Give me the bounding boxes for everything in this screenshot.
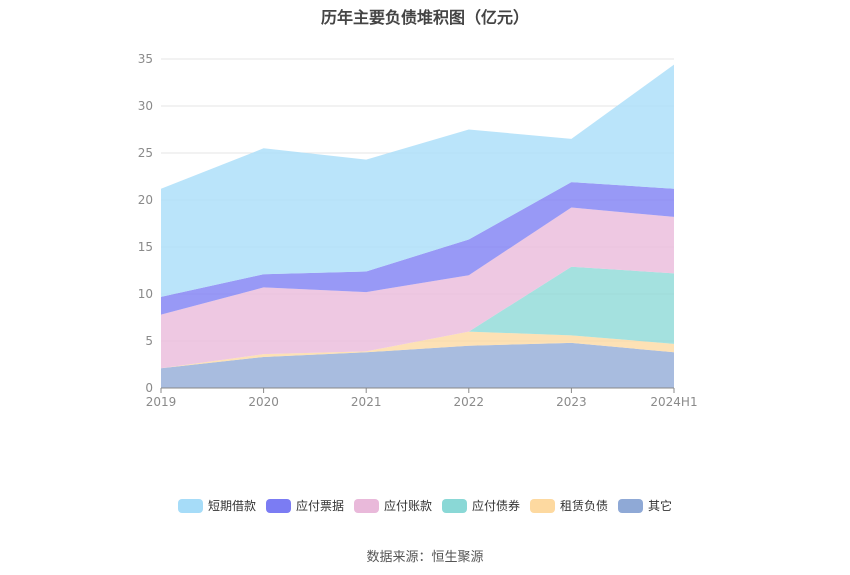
area-series-4 xyxy=(161,182,674,315)
data-source-note: 数据来源：恒生聚源 xyxy=(366,550,484,565)
legend-label: 租赁负债 xyxy=(560,499,608,513)
y-tick-label: 10 xyxy=(138,287,153,301)
area-series-2 xyxy=(161,266,674,369)
legend-label: 应付债券 xyxy=(472,498,520,513)
x-tick-label: 2019 xyxy=(146,395,177,409)
area-series-5 xyxy=(161,64,674,297)
y-tick-label: 5 xyxy=(145,334,153,348)
legend-label: 其它 xyxy=(648,498,672,513)
y-tick-label: 35 xyxy=(138,52,153,66)
x-tick-label: 2023 xyxy=(556,395,587,409)
x-tick-label: 2020 xyxy=(248,395,279,409)
legend-swatch xyxy=(265,499,291,513)
x-tick-label: 2024H1 xyxy=(650,395,697,409)
legend-label: 应付票据 xyxy=(296,498,344,513)
legend-label: 应付账款 xyxy=(384,498,432,513)
chart-title: 历年主要负债堆积图（亿元） xyxy=(320,8,529,27)
y-tick-label: 15 xyxy=(138,240,153,254)
legend-label: 短期借款 xyxy=(208,499,256,513)
y-tick-label: 30 xyxy=(138,99,153,113)
area-series-0 xyxy=(161,342,674,388)
legend-swatch xyxy=(618,499,644,513)
y-tick-label: 0 xyxy=(145,381,153,395)
y-tick-label: 25 xyxy=(138,146,153,160)
area-series-1 xyxy=(161,331,674,369)
legend-swatch xyxy=(177,499,203,513)
y-tick-label: 20 xyxy=(138,193,153,207)
x-tick-label: 2021 xyxy=(351,395,382,409)
x-tick-label: 2022 xyxy=(454,395,485,409)
area-series-3 xyxy=(161,207,674,369)
legend-swatch xyxy=(353,499,379,513)
legend-swatch xyxy=(530,499,556,513)
legend-swatch xyxy=(442,499,468,513)
